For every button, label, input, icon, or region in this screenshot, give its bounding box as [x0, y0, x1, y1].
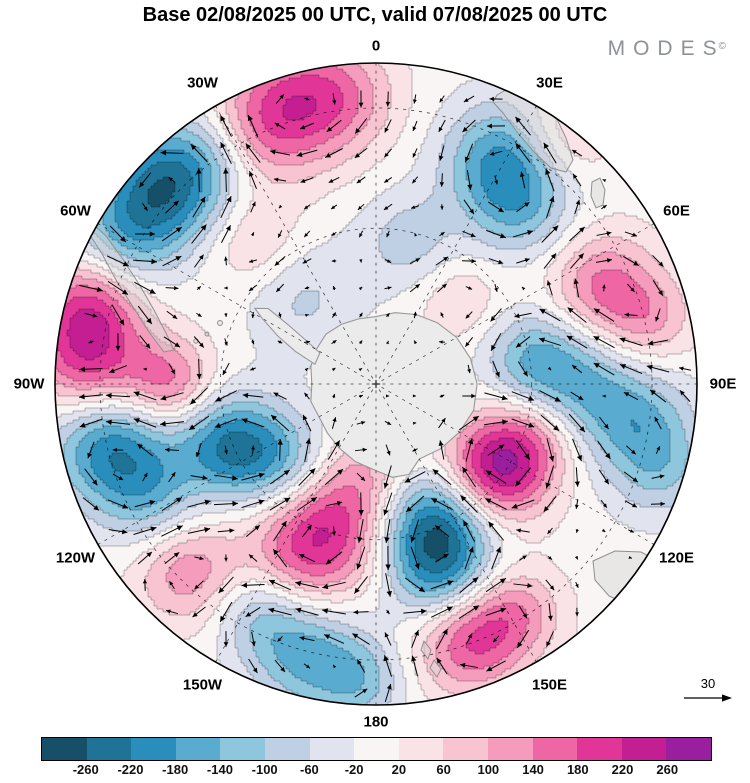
colorbar-segment-0 [42, 738, 87, 760]
colorbar-tick-140: 140 [522, 762, 544, 777]
reference-arrow: 30 [680, 676, 736, 704]
colorbar-segment-14 [666, 738, 711, 760]
colorbar-segment-6 [309, 738, 355, 760]
colorbar-tick-260: 260 [656, 762, 679, 777]
reference-arrow-value: 30 [700, 676, 716, 691]
colorbar-tick--180: -180 [162, 762, 189, 777]
colorbar-segment-5 [264, 738, 310, 760]
colorbar-tick--100: -100 [251, 762, 278, 777]
reference-arrow-icon [684, 694, 732, 702]
colorbar-tick-180: 180 [566, 762, 589, 777]
colorbar-tick-220: 220 [611, 762, 634, 777]
colorbar-segment-3 [175, 738, 221, 760]
colorbar-segment-4 [220, 738, 265, 760]
colorbar-tick-60: 60 [436, 762, 451, 777]
colorbar-segment-8 [398, 738, 444, 760]
colorbar-segment-7 [354, 738, 399, 760]
colorbar-tick-20: 20 [391, 762, 407, 777]
colorbar-segment-2 [131, 738, 176, 760]
colorbar-segment-13 [621, 738, 667, 760]
colorbar [41, 737, 712, 761]
colorbar-tick--220: -220 [117, 762, 144, 777]
colorbar-tick-100: 100 [477, 762, 500, 777]
colorbar-segment-11 [532, 738, 578, 760]
colorbar-tick-labels: -260 -220 -180 -140 -100 -60 -20 20 60 100 140 180 2… [41, 760, 712, 780]
map-canvas [0, 0, 750, 742]
colorbar-segment-9 [443, 738, 488, 760]
colorbar-segment-10 [487, 738, 533, 760]
colorbar-tick--20: -20 [344, 762, 364, 777]
colorbar-segment-12 [577, 738, 622, 760]
colorbar-tick--60: -60 [299, 762, 319, 777]
colorbar-tick--260: -260 [72, 762, 99, 777]
colorbar-segment-1 [86, 738, 132, 760]
colorbar-tick--140: -140 [206, 762, 233, 777]
